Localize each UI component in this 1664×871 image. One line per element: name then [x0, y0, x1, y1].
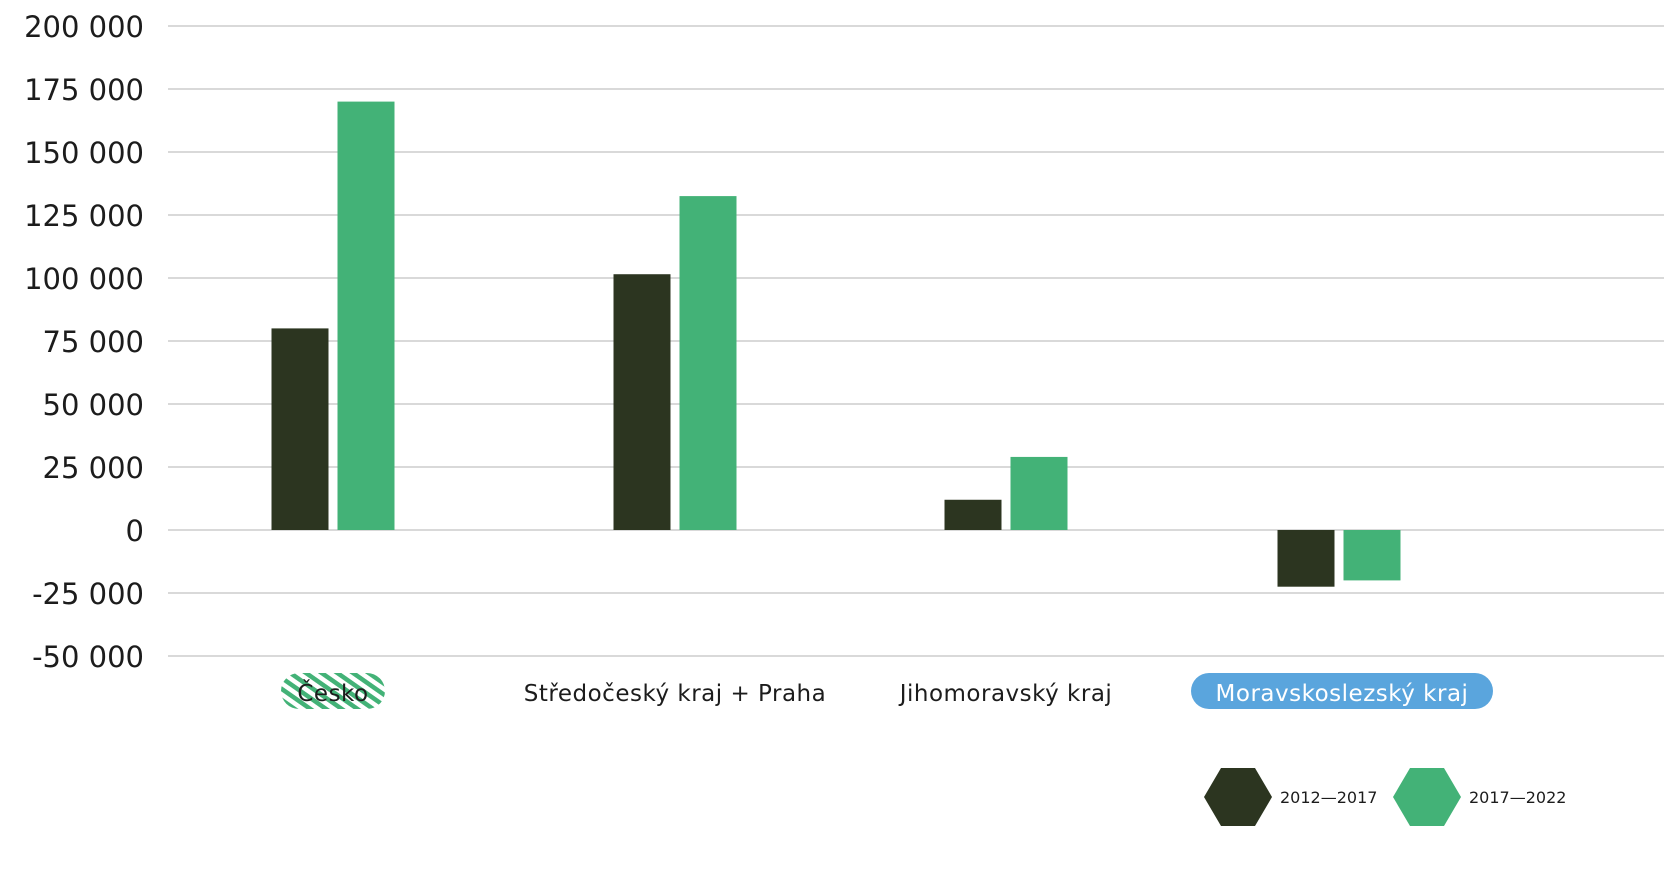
- legend-label: 2012—2017: [1280, 788, 1377, 807]
- y-tick-label: 0: [126, 514, 144, 548]
- bar-2012-2017-2: [944, 499, 1002, 530]
- bar-2012-2017-0: [271, 328, 329, 530]
- bars: [271, 101, 1401, 587]
- bar-2017-2022-3: [1343, 530, 1401, 581]
- bar-2017-2022-0: [337, 101, 395, 530]
- legend-swatch: [1204, 768, 1272, 826]
- y-tick-label: 125 000: [24, 199, 144, 233]
- bar-2017-2022-2: [1010, 456, 1068, 530]
- y-tick-label: 200 000: [24, 10, 144, 44]
- y-tick-label: -25 000: [32, 577, 144, 611]
- bar-2017-2022-1: [679, 196, 737, 530]
- legend: 2012—2017 2017—2022: [1204, 768, 1566, 826]
- legend-label: 2017—2022: [1469, 788, 1566, 807]
- y-tick-label: -50 000: [32, 640, 144, 674]
- grid-layer: [168, 25, 1664, 657]
- bar-2012-2017-1: [613, 274, 671, 530]
- category-labels: Česko Středočeský kraj + Praha Jihomoravsk…: [281, 673, 1493, 709]
- y-tick-label: 25 000: [43, 451, 144, 485]
- y-tick-label: 150 000: [24, 136, 144, 170]
- y-tick-label: 50 000: [43, 388, 144, 422]
- category-label: Moravskoslezský kraj: [1216, 681, 1469, 707]
- category-label: Jihomoravský kraj: [898, 681, 1113, 707]
- category-highlight-moravskoslezsky: [1191, 673, 1493, 709]
- category-label: Středočeský kraj + Praha: [524, 681, 826, 707]
- y-tick-label: 75 000: [43, 325, 144, 359]
- bar-2012-2017-3: [1277, 530, 1335, 587]
- y-tick-label: 100 000: [24, 262, 144, 296]
- y-axis-ticks: 200 000 175 000 150 000 125 000 100 000 75 00…: [24, 10, 144, 674]
- legend-swatch: [1393, 768, 1461, 826]
- category-label: Česko: [297, 679, 368, 707]
- category-highlight-cesko: [281, 673, 385, 709]
- y-tick-label: 175 000: [24, 73, 144, 107]
